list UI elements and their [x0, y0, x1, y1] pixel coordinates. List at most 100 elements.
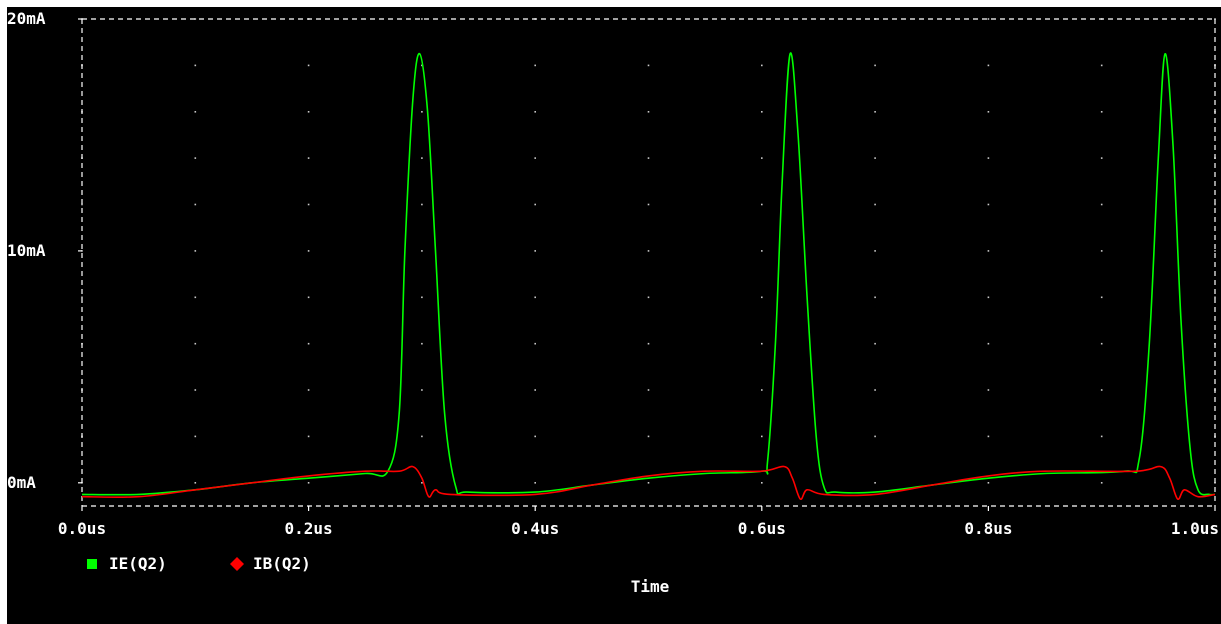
- grid-dot: [421, 18, 423, 20]
- grid-dot: [761, 111, 763, 113]
- grid-dot: [647, 482, 650, 484]
- grid-dot: [987, 111, 990, 113]
- grid-dot: [647, 435, 650, 438]
- grid-dot: [307, 482, 310, 484]
- y-tick-label: 20mA: [7, 9, 46, 28]
- grid-dot: [307, 296, 310, 299]
- grid-dot: [307, 111, 310, 113]
- grid-dot: [307, 389, 310, 391]
- grid-dot: [1100, 296, 1103, 299]
- grid-dot: [194, 18, 197, 20]
- plot-window: 0mA 10mA 20mA 0.0us 0.2us 0.4us 0.6us 0.8us 1.0…: [7, 7, 1221, 624]
- grid-dot: [987, 250, 990, 252]
- grid-dot: [194, 111, 197, 113]
- grid-dot: [647, 111, 650, 113]
- grid-dot: [874, 64, 876, 67]
- grid-dot: [534, 157, 536, 159]
- grid-dot: [534, 296, 536, 299]
- grid-dot: [761, 482, 763, 484]
- grid-dot: [534, 111, 536, 113]
- grid-dot: [874, 435, 876, 438]
- grid-dot: [761, 296, 763, 299]
- legend-label-ie-q2: IE(Q2): [109, 554, 167, 573]
- plot-frame: [81, 18, 1216, 507]
- grid-dot: [421, 250, 423, 252]
- grid-dot: [647, 203, 650, 206]
- grid-dot: [194, 296, 197, 299]
- grid-dot: [987, 203, 990, 206]
- grid-dot: [647, 250, 650, 252]
- grid-dot: [1100, 111, 1103, 113]
- grid-dot: [1214, 203, 1216, 206]
- grid-dot: [194, 389, 197, 391]
- grid-dot: [534, 389, 536, 391]
- grid-dot: [874, 389, 876, 391]
- grid-dot: [421, 389, 423, 391]
- grid-dot: [987, 64, 990, 67]
- grid-dot: [307, 342, 310, 345]
- grid-dot: [987, 18, 990, 20]
- grid-dot: [194, 342, 197, 345]
- grid-dot: [421, 296, 423, 299]
- legend-marker-ib-q2: [230, 557, 244, 571]
- series-line-ib-q2: [81, 465, 1216, 501]
- grid-dot: [874, 250, 876, 252]
- x-axis-label: Time: [631, 577, 670, 596]
- grid-dot: [307, 203, 310, 206]
- grid-dot: [81, 203, 83, 206]
- grid-dot: [194, 203, 197, 206]
- grid-dot: [987, 389, 990, 391]
- grid-dot: [647, 18, 650, 20]
- grid-dot: [421, 203, 423, 206]
- y-tick-label: 0mA: [7, 473, 36, 492]
- grid-dot: [421, 111, 423, 113]
- grid-dot: [647, 389, 650, 391]
- y-tick-label: 10mA: [7, 241, 46, 260]
- grid-dot: [761, 203, 763, 206]
- x-tick-label: 0.8us: [964, 519, 1012, 538]
- x-tick-label: 0.0us: [58, 519, 106, 538]
- series-lines: [81, 52, 1216, 501]
- x-tick-label: 0.4us: [511, 519, 559, 538]
- grid-dot: [194, 64, 197, 67]
- grid-dot: [194, 435, 197, 438]
- grid-dot: [421, 342, 423, 345]
- grid-dot: [987, 296, 990, 299]
- grid-dot: [534, 435, 536, 438]
- grid-dot: [534, 203, 536, 206]
- grid-dot: [307, 157, 310, 159]
- grid-dot: [534, 64, 536, 67]
- x-tick-label: 0.6us: [738, 519, 786, 538]
- grid-dot: [421, 157, 423, 159]
- grid-dot: [987, 482, 990, 484]
- grid-dot: [307, 64, 310, 67]
- grid: [81, 18, 1216, 484]
- grid-dot: [534, 342, 536, 345]
- grid-dot: [761, 389, 763, 391]
- grid-dot: [874, 482, 876, 484]
- grid-dot: [761, 435, 763, 438]
- legend-label-ib-q2: IB(Q2): [253, 554, 311, 573]
- grid-dot: [761, 64, 763, 67]
- grid-dot: [987, 342, 990, 345]
- grid-dot: [194, 157, 197, 159]
- legend: IE(Q2) IB(Q2): [87, 554, 311, 573]
- grid-dot: [647, 157, 650, 159]
- grid-dot: [307, 250, 310, 252]
- y-axis: 0mA 10mA 20mA: [7, 9, 82, 492]
- grid-dot: [307, 435, 310, 438]
- grid-dot: [647, 296, 650, 299]
- grid-dot: [647, 64, 650, 67]
- grid-dot: [874, 296, 876, 299]
- grid-dot: [1214, 250, 1216, 252]
- grid-dot: [534, 250, 536, 252]
- grid-dot: [1100, 389, 1103, 391]
- grid-dot: [1100, 157, 1103, 159]
- grid-dot: [987, 435, 990, 438]
- grid-dot: [1100, 435, 1103, 438]
- series-line-ie-q2: [81, 52, 1216, 496]
- grid-dot: [1100, 342, 1103, 345]
- grid-dot: [421, 482, 423, 484]
- grid-dot: [421, 64, 423, 67]
- grid-dot: [534, 482, 536, 484]
